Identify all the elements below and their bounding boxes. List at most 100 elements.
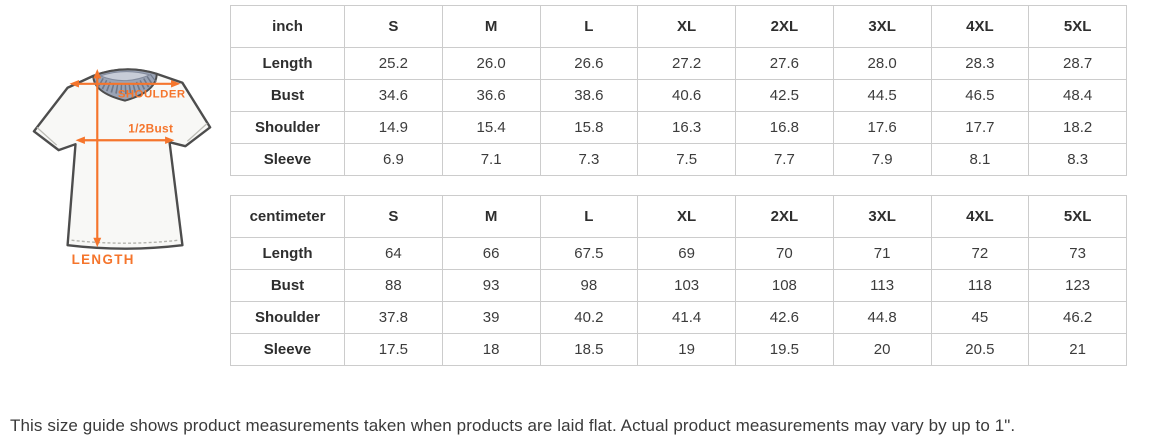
size-header-cell: L [539, 195, 639, 238]
measurement-value-cell: 20 [832, 333, 932, 366]
measurement-value-cell: 44.5 [832, 79, 932, 112]
measurement-value-cell: 118 [930, 269, 1030, 302]
size-tables: inch S M L XL 2XL 3XL 4XL 5XL Length 25.2 26.0 26.6… [230, 5, 1127, 366]
half-bust-arrow [75, 136, 175, 144]
measurement-value-cell: 28.3 [930, 47, 1030, 80]
measurement-value-cell: 46.5 [930, 79, 1030, 112]
length-label: LENGTH [72, 252, 135, 267]
measurement-value-cell: 73 [1028, 237, 1127, 270]
size-header-cell: M [441, 195, 541, 238]
measurement-value-cell: 88 [344, 269, 443, 302]
hem-stitch [71, 239, 179, 244]
measurement-label-cell: Length [230, 47, 345, 80]
measurement-value-cell: 103 [637, 269, 736, 302]
measurement-value-cell: 27.2 [637, 47, 736, 80]
size-guide-note: This size guide shows product measuremen… [10, 416, 1016, 435]
sleeve-seam-right [186, 122, 208, 142]
measurement-row: Bust 34.6 36.6 38.6 40.6 42.5 44.5 46.5 48.4 [230, 79, 1127, 112]
shoulder-arrow [69, 80, 181, 88]
size-header-cell: L [539, 5, 639, 48]
measurement-value-cell: 27.6 [735, 47, 834, 80]
measurement-value-cell: 67.5 [539, 237, 639, 270]
measurement-value-cell: 66 [441, 237, 541, 270]
size-header-cell: S [344, 5, 443, 48]
measurement-value-cell: 18.5 [539, 333, 639, 366]
measurement-label-cell: Bust [230, 79, 345, 112]
size-header-cell: 3XL [832, 195, 932, 238]
size-header-cell: XL [637, 195, 736, 238]
measurement-value-cell: 18 [441, 333, 541, 366]
collar-ribbing [93, 73, 157, 95]
size-header-cell: 2XL [735, 195, 834, 238]
tshirt-diagram: SHOULDER 1/2Bust LENGTH [32, 68, 212, 267]
measurement-value-cell: 17.7 [930, 111, 1030, 144]
measurement-row: Length 64 66 67.5 69 70 71 72 73 [230, 237, 1127, 270]
size-header-cell: 2XL [735, 5, 834, 48]
size-table-header-row: centimeter S M L XL 2XL 3XL 4XL 5XL [230, 195, 1127, 238]
measurement-label-cell: Length [230, 237, 345, 270]
measurement-value-cell: 37.8 [344, 301, 443, 334]
size-header-cell: XL [637, 5, 736, 48]
measurement-label-cell: Bust [230, 269, 345, 302]
measurement-value-cell: 17.5 [344, 333, 443, 366]
measurement-value-cell: 70 [735, 237, 834, 270]
collar-inner-back [98, 71, 152, 82]
measurement-value-cell: 45 [930, 301, 1030, 334]
measurement-value-cell: 7.1 [441, 143, 541, 176]
unit-header-cell: centimeter [230, 195, 345, 238]
size-header-cell: M [441, 5, 541, 48]
measurement-value-cell: 14.9 [344, 111, 443, 144]
size-table-header-row: inch S M L XL 2XL 3XL 4XL 5XL [230, 5, 1127, 48]
measurement-value-cell: 40.2 [539, 301, 639, 334]
unit-header-cell: inch [230, 5, 345, 48]
half-bust-label: 1/2Bust [128, 121, 173, 135]
measurement-value-cell: 123 [1028, 269, 1127, 302]
measurement-value-cell: 15.4 [441, 111, 541, 144]
measurement-value-cell: 98 [539, 269, 639, 302]
measurement-row: Shoulder 37.8 39 40.2 41.4 42.6 44.8 45 46.2 [230, 301, 1127, 334]
measurement-value-cell: 36.6 [441, 79, 541, 112]
measurement-row: Shoulder 14.9 15.4 15.8 16.3 16.8 17.6 17.7 18.2 [230, 111, 1127, 144]
measurement-value-cell: 18.2 [1028, 111, 1127, 144]
measurement-value-cell: 19 [637, 333, 736, 366]
measurement-value-cell: 28.0 [832, 47, 932, 80]
size-header-cell: 3XL [832, 5, 932, 48]
length-arrow [93, 68, 102, 248]
measurement-value-cell: 16.3 [637, 111, 736, 144]
measurement-label-cell: Shoulder [230, 111, 345, 144]
measurement-value-cell: 16.8 [735, 111, 834, 144]
measurement-value-cell: 25.2 [344, 47, 443, 80]
measurement-row: Bust 88 93 98 103 108 113 118 123 [230, 269, 1127, 302]
measurement-label-cell: Shoulder [230, 301, 345, 334]
measurement-value-cell: 38.6 [539, 79, 639, 112]
tshirt-measurement-figure: SHOULDER 1/2Bust LENGTH [26, 56, 224, 270]
size-header-cell: 4XL [930, 5, 1030, 48]
measurement-value-cell: 44.8 [832, 301, 932, 334]
measurement-value-cell: 72 [930, 237, 1030, 270]
measurement-value-cell: 7.3 [539, 143, 639, 176]
measurement-row: Sleeve 6.9 7.1 7.3 7.5 7.7 7.9 8.1 8.3 [230, 143, 1127, 176]
measurement-value-cell: 69 [637, 237, 736, 270]
measurement-label-cell: Sleeve [230, 143, 345, 176]
measurement-value-cell: 20.5 [930, 333, 1030, 366]
measurement-row: Length 25.2 26.0 26.6 27.2 27.6 28.0 28.3 28.7 [230, 47, 1127, 80]
measurement-value-cell: 7.5 [637, 143, 736, 176]
size-table-centimeter: centimeter S M L XL 2XL 3XL 4XL 5XL Length 64 66 67… [230, 195, 1127, 366]
measurement-value-cell: 15.8 [539, 111, 639, 144]
size-table-inch: inch S M L XL 2XL 3XL 4XL 5XL Length 25.2 26.0 26.6… [230, 5, 1127, 176]
measurement-value-cell: 42.5 [735, 79, 834, 112]
measurement-value-cell: 40.6 [637, 79, 736, 112]
measurement-value-cell: 39 [441, 301, 541, 334]
sleeve-seam-left [36, 126, 58, 146]
size-header-cell: S [344, 195, 443, 238]
measurement-value-cell: 34.6 [344, 79, 443, 112]
measurement-value-cell: 113 [832, 269, 932, 302]
measurement-value-cell: 46.2 [1028, 301, 1127, 334]
measurement-value-cell: 108 [735, 269, 834, 302]
measurement-row: Sleeve 17.5 18 18.5 19 19.5 20 20.5 21 [230, 333, 1127, 366]
measurement-value-cell: 48.4 [1028, 79, 1127, 112]
measurement-value-cell: 41.4 [637, 301, 736, 334]
measurement-value-cell: 26.6 [539, 47, 639, 80]
measurement-value-cell: 8.1 [930, 143, 1030, 176]
